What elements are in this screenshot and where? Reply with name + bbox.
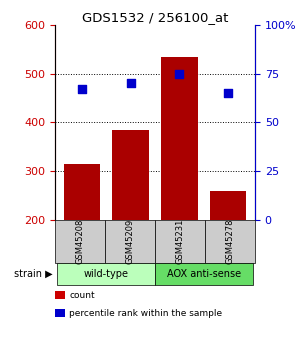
Point bbox=[226, 90, 231, 96]
Text: GSM45278: GSM45278 bbox=[226, 219, 235, 264]
Title: GDS1532 / 256100_at: GDS1532 / 256100_at bbox=[82, 11, 228, 24]
Point bbox=[80, 87, 84, 92]
Text: count: count bbox=[69, 290, 94, 299]
Point bbox=[128, 81, 133, 86]
Text: strain ▶: strain ▶ bbox=[14, 269, 53, 279]
Point bbox=[177, 71, 182, 77]
Bar bbox=[112, 130, 149, 220]
Text: AOX anti-sense: AOX anti-sense bbox=[167, 269, 241, 279]
Text: wild-type: wild-type bbox=[84, 269, 129, 279]
Bar bbox=[161, 57, 198, 220]
Bar bbox=[64, 164, 100, 220]
Text: GSM45231: GSM45231 bbox=[176, 219, 184, 264]
Text: GSM45208: GSM45208 bbox=[76, 219, 85, 264]
Text: GSM45209: GSM45209 bbox=[125, 219, 134, 264]
Bar bbox=[210, 191, 247, 220]
Text: percentile rank within the sample: percentile rank within the sample bbox=[69, 308, 222, 317]
